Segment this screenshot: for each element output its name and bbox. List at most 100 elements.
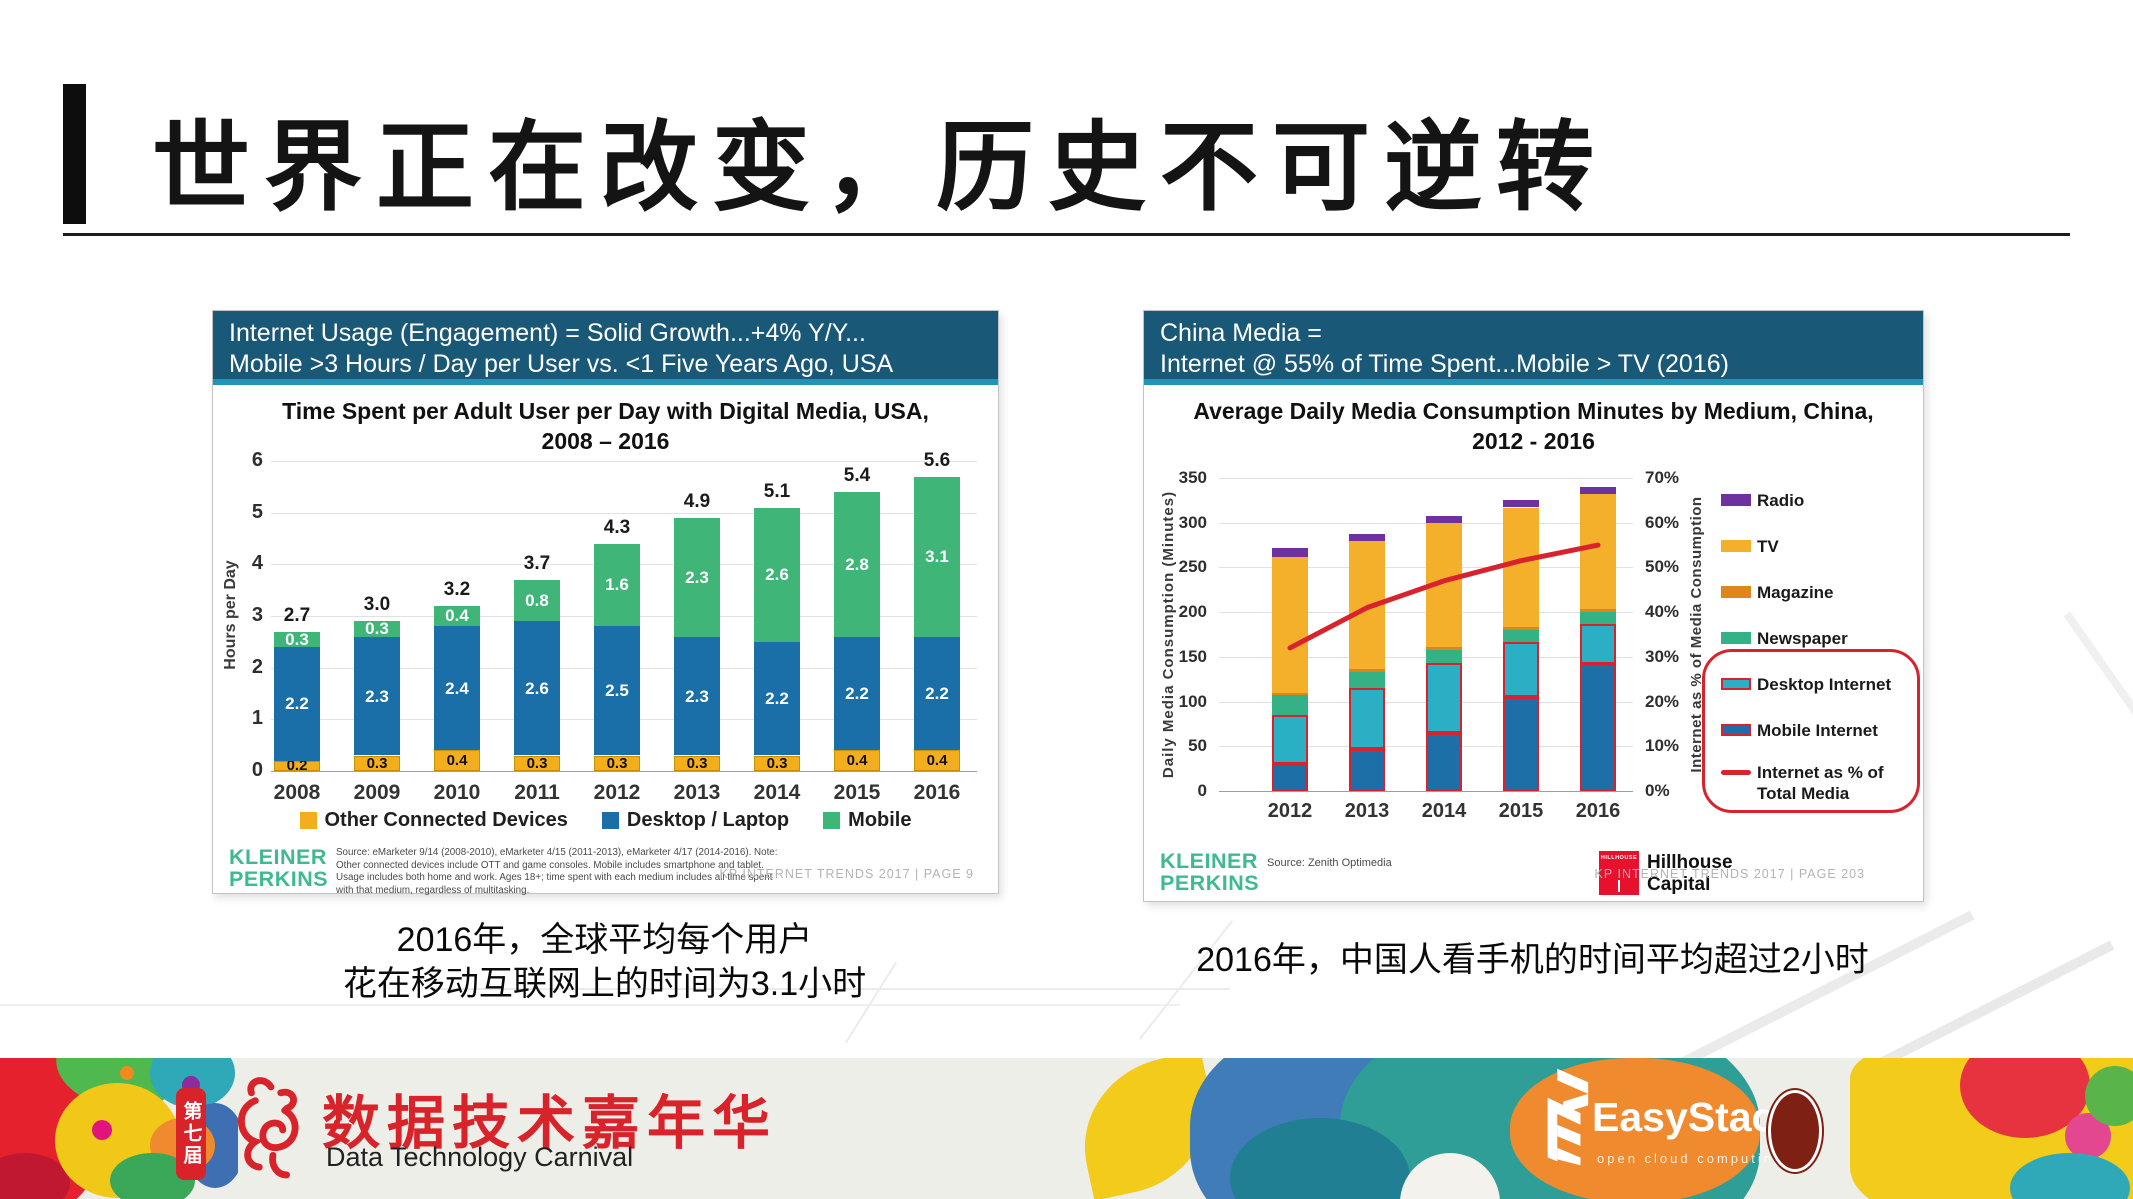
bar-value-label: 2.6 (525, 678, 549, 698)
gridline-y5 (271, 512, 977, 514)
china-header-line1: China Media = (1160, 319, 1322, 347)
legend-label-line2: Total Media (1757, 784, 1850, 803)
hillhouse-name-line2: Capital (1647, 874, 1711, 896)
bar-segment-2013-3 (1349, 669, 1385, 673)
legend-label: Mobile Internet (1757, 721, 1878, 740)
ytick-6: 6 (251, 449, 263, 471)
header-accent-strip (213, 379, 998, 385)
ytick-right-5: 50% (1645, 557, 1680, 577)
bar-segment-2011-2: 0.8 (514, 579, 560, 622)
bar-total-label: 4.9 (683, 490, 711, 512)
xtick-2015: 2015 (833, 781, 881, 804)
ytick-right-7: 70% (1645, 468, 1680, 487)
ytick-left-300: 300 (1178, 512, 1207, 532)
legend-item-other-connected-devices: Other Connected Devices (299, 809, 568, 832)
bar-value-label: 2.2 (925, 683, 949, 703)
legend-label-line1: Internet as % of (1757, 763, 1884, 782)
ytick-left-350: 350 (1178, 468, 1207, 487)
china-page-ref: KP INTERNET TRENDS 2017 | PAGE 203 (1594, 867, 1865, 881)
bar-segment-2011-0: 0.3 (514, 755, 560, 771)
bar-total-label: 5.4 (843, 465, 871, 486)
bar-value-label: 0.8 (525, 590, 549, 610)
bar-segment-2014-0: 0.3 (754, 755, 800, 771)
ytick-0: 0 (251, 759, 263, 781)
bar-segment-2016-2: 3.1 (914, 476, 960, 637)
gridline-y0 (271, 771, 977, 772)
xtick-2009: 2009 (353, 781, 401, 804)
legend-swatch (1721, 540, 1751, 552)
title-accent-bar (63, 84, 86, 224)
bar-value-label: 2.2 (765, 689, 789, 709)
legend-label: Other Connected Devices (324, 809, 568, 831)
gridline-y0 (1219, 791, 1633, 792)
china-chart-title: Average Daily Media Consumption Minutes … (1144, 397, 1923, 457)
bar-segment-2014-0 (1426, 732, 1462, 791)
legend-swatch (299, 812, 317, 829)
ytick-right-2: 20% (1645, 691, 1680, 711)
bar-segment-2016-0: 0.4 (914, 750, 960, 771)
ytick-left-50: 50 (1188, 736, 1207, 756)
bar-segment-2016-0 (1580, 664, 1616, 791)
bar-segment-2014-1 (1426, 663, 1462, 733)
bar-segment-2012-0 (1272, 764, 1308, 791)
usa-chart-title: Time Spent per Adult User per Day with D… (213, 397, 998, 457)
kp-logo-line2: PERKINS (1160, 870, 1260, 895)
bar-segment-2012-2 (1272, 695, 1308, 715)
bar-value-label: 2.4 (445, 678, 469, 698)
bar-segment-2016-2 (1580, 612, 1616, 624)
easystack-logo-icon (1547, 1068, 1589, 1166)
gridline-y350 (1219, 478, 1633, 479)
bar-segment-2016-3 (1580, 609, 1616, 613)
china-plot-area: 0 0% 50 10% 100 20% 150 30% 200 40% 250 50% 300 60% 35… (1179, 468, 1679, 822)
xtick-2012: 2012 (1267, 800, 1313, 822)
red-stamp-seal (1768, 1090, 1822, 1172)
bar-segment-2013-1: 2.3 (674, 636, 720, 756)
xtick-2014: 2014 (1421, 800, 1467, 822)
bar-value-label: 0.4 (445, 606, 469, 626)
xtick-2016: 2016 (1575, 800, 1621, 822)
legend-swatch (1721, 678, 1751, 690)
bar-value-label: 3.1 (925, 547, 949, 567)
usa-chart-title-line2: 2008 – 2016 (541, 427, 670, 454)
legend-item-desktop-laptop: Desktop / Laptop (601, 809, 789, 832)
bar-segment-2015-4 (1503, 507, 1539, 628)
legend-label: Newspaper (1757, 629, 1848, 648)
legend-item-mobile: Mobile (823, 809, 912, 832)
legend-label: Mobile (848, 809, 912, 831)
collage-blob (2085, 1066, 2133, 1126)
bar-total-label: 3.2 (443, 578, 471, 600)
hillhouse-name-line1: Hillhouse (1647, 852, 1733, 873)
footer-band: 第七届 数据技术嘉年华 Data Technology Carnival (0, 1058, 2133, 1199)
collage-blob (120, 1066, 134, 1080)
easystack-tagline: open cloud computing (1597, 1151, 1785, 1166)
carnival-brand-cn: 数据技术嘉年华 (322, 1091, 778, 1156)
usa-chart-panel: Internet Usage (Engagement) = Solid Grow… (212, 310, 999, 896)
usa-chart-title-line1: Time Spent per Adult User per Day with D… (282, 398, 929, 424)
bar-segment-2015-0: 0.4 (834, 750, 880, 771)
ytick-left-250: 250 (1178, 557, 1207, 577)
bar-value-label: 0.4 (846, 752, 868, 770)
title-divider (63, 233, 2070, 236)
bar-value-label: 0.2 (286, 757, 308, 775)
usa-caption-line2: 花在移动互联网上的时间为3.1小时 (342, 965, 867, 1004)
bar-total-label: 2.7 (283, 604, 311, 626)
bar-segment-2012-3 (1272, 692, 1308, 696)
ytick-left-200: 200 (1178, 602, 1207, 622)
china-header-line2: Internet @ 55% of Time Spent...Mobile > … (1160, 350, 1729, 378)
bar-segment-2012-5 (1272, 547, 1308, 557)
bar-value-label: 2.2 (285, 694, 309, 714)
kleiner-perkins-logo: KLEINER PERKINS (229, 846, 329, 891)
bar-total-label: 5.1 (763, 480, 791, 502)
bar-segment-2008-0: 0.2 (274, 757, 320, 775)
decor-line (430, 988, 1230, 990)
ytick-2: 2 (251, 655, 263, 678)
kp-logo-line2: PERKINS (229, 866, 329, 891)
xtick-2008: 2008 (273, 781, 321, 804)
bar-segment-2012-1 (1272, 714, 1308, 765)
usa-chart-legend: Other Connected Devices Desktop / Laptop M… (213, 809, 998, 832)
ytick-left-150: 150 (1178, 646, 1207, 666)
ytick-right-0: 0% (1645, 781, 1670, 800)
bar-value-label: 0.3 (285, 629, 309, 649)
bar-value-label: 2.3 (365, 686, 389, 706)
bar-segment-2015-1 (1503, 641, 1539, 698)
